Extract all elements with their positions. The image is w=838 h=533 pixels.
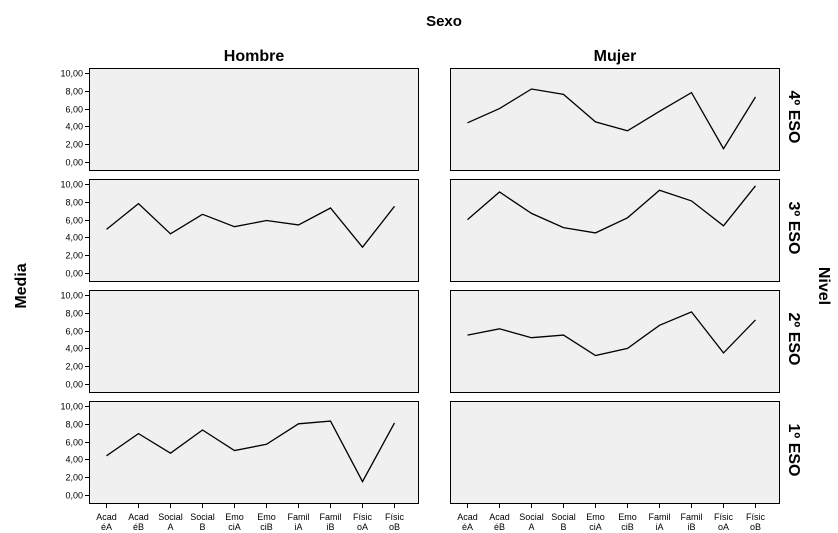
x-tick-label: Acad éB [128, 512, 149, 532]
panel-3-eso-mujer [450, 179, 780, 282]
x-tick-label: Físic oA [714, 512, 733, 532]
series-line-4-eso-mujer [467, 88, 757, 150]
panel-background [450, 68, 780, 171]
x-tick-label: Acad éA [96, 512, 117, 532]
y-tick-label: 4,00 [65, 455, 83, 465]
panel-background [450, 290, 780, 393]
x-tick-label: Social A [158, 512, 183, 532]
panel-4-eso-mujer [450, 68, 780, 171]
y-tick-label: 10,00 [60, 291, 83, 301]
series-line-3-eso-hombre [106, 202, 396, 249]
row-header-4-eso: 4º ESO [785, 91, 802, 144]
y-tick-label: 10,00 [60, 180, 83, 190]
row-header-1-eso: 1º ESO [785, 424, 802, 477]
y-tick-label: 2,00 [65, 362, 83, 372]
panel-background [89, 290, 419, 393]
y-tick-label: 4,00 [65, 122, 83, 132]
x-tick-label: Acad éA [457, 512, 478, 532]
y-tick-label: 8,00 [65, 198, 83, 208]
y-tick-label: 4,00 [65, 233, 83, 243]
panel-3-eso-hombre: 0,00 2,00 4,00 6,00 8,00 10,00 [60, 179, 419, 282]
column-header-hombre: Hombre [224, 48, 285, 65]
x-tick-label: Social A [519, 512, 544, 532]
series-line-3-eso-mujer [467, 185, 757, 234]
y-tick-label: 6,00 [65, 105, 83, 115]
series-line-2-eso-mujer [467, 311, 756, 357]
y-tick-label: 0,00 [65, 158, 83, 168]
row-header-2-eso: 2º ESO [785, 313, 802, 366]
x-tick-label: Famil iB [681, 512, 703, 532]
x-axis: Acad éA Acad éB Social A Social B Emo ciA Emo ciB Fa… [457, 503, 765, 532]
column-header-mujer: Mujer [594, 48, 637, 65]
x-tick-label: Físic oB [385, 512, 404, 532]
x-tick-label: Físic oB [746, 512, 765, 532]
x-tick-label: Emo ciB [257, 512, 276, 532]
y-tick-label: 0,00 [65, 380, 83, 390]
panel-4-eso-hombre: 0,00 2,00 4,00 6,00 8,00 10,00 [60, 68, 419, 171]
x-tick-label: Físic oA [353, 512, 372, 532]
x-axis: Acad éA Acad éB Social A Social B Emo ciA Emo ciB Fa… [96, 503, 404, 532]
y-tick-label: 6,00 [65, 438, 83, 448]
panel-background [450, 401, 780, 504]
panel-2-eso-mujer [450, 290, 780, 393]
y-tick-label: 10,00 [60, 69, 83, 79]
x-tick-label: Social B [190, 512, 215, 532]
y-axis: 0,00 2,00 4,00 6,00 8,00 10,00 [60, 291, 89, 390]
panel-1-eso-hombre: 0,00 2,00 4,00 6,00 8,00 10,00 Acad éA Acad éB Soc… [60, 401, 419, 532]
y-axis: 0,00 2,00 4,00 6,00 8,00 10,00 [60, 69, 89, 168]
panel-2-eso-hombre: 0,00 2,00 4,00 6,00 8,00 10,00 [60, 290, 419, 393]
x-tick-label: Emo ciA [586, 512, 605, 532]
y-tick-label: 6,00 [65, 327, 83, 337]
panel-1-eso-mujer: Acad éA Acad éB Social A Social B Emo ciA Emo ciB Fa… [450, 401, 780, 532]
y-tick-label: 10,00 [60, 402, 83, 412]
panel-background [89, 401, 419, 504]
y-tick-label: 8,00 [65, 87, 83, 97]
y-axis: 0,00 2,00 4,00 6,00 8,00 10,00 [60, 402, 89, 501]
x-tick-label: Emo ciB [618, 512, 637, 532]
y-tick-label: 8,00 [65, 420, 83, 430]
x-tick-label: Famil iB [320, 512, 342, 532]
chart-title: Sexo [426, 13, 462, 30]
x-tick-label: Emo ciA [225, 512, 244, 532]
x-tick-label: Famil iA [649, 512, 671, 532]
y-tick-label: 2,00 [65, 473, 83, 483]
x-tick-label: Social B [551, 512, 576, 532]
panel-background [89, 179, 419, 282]
y-tick-label: 4,00 [65, 344, 83, 354]
y-tick-label: 0,00 [65, 269, 83, 279]
y-tick-label: 0,00 [65, 491, 83, 501]
x-tick-label: Acad éB [489, 512, 510, 532]
y-axis: 0,00 2,00 4,00 6,00 8,00 10,00 [60, 180, 89, 279]
y-tick-label: 2,00 [65, 140, 83, 150]
row-header-3-eso: 3º ESO [785, 202, 802, 255]
y-tick-label: 8,00 [65, 309, 83, 319]
y-tick-label: 2,00 [65, 251, 83, 261]
series-line-1-eso-hombre [106, 420, 396, 483]
panel-background [89, 68, 419, 171]
x-tick-label: Famil iA [288, 512, 310, 532]
chart-panels: 0,00 2,00 4,00 6,00 8,00 10,00 0,00 2,00 4,00 6,0… [60, 68, 780, 532]
y-axis-label: Media [13, 263, 30, 308]
y-tick-label: 6,00 [65, 216, 83, 226]
panel-background [450, 179, 780, 282]
row-axis-label: Nivel [815, 267, 832, 305]
